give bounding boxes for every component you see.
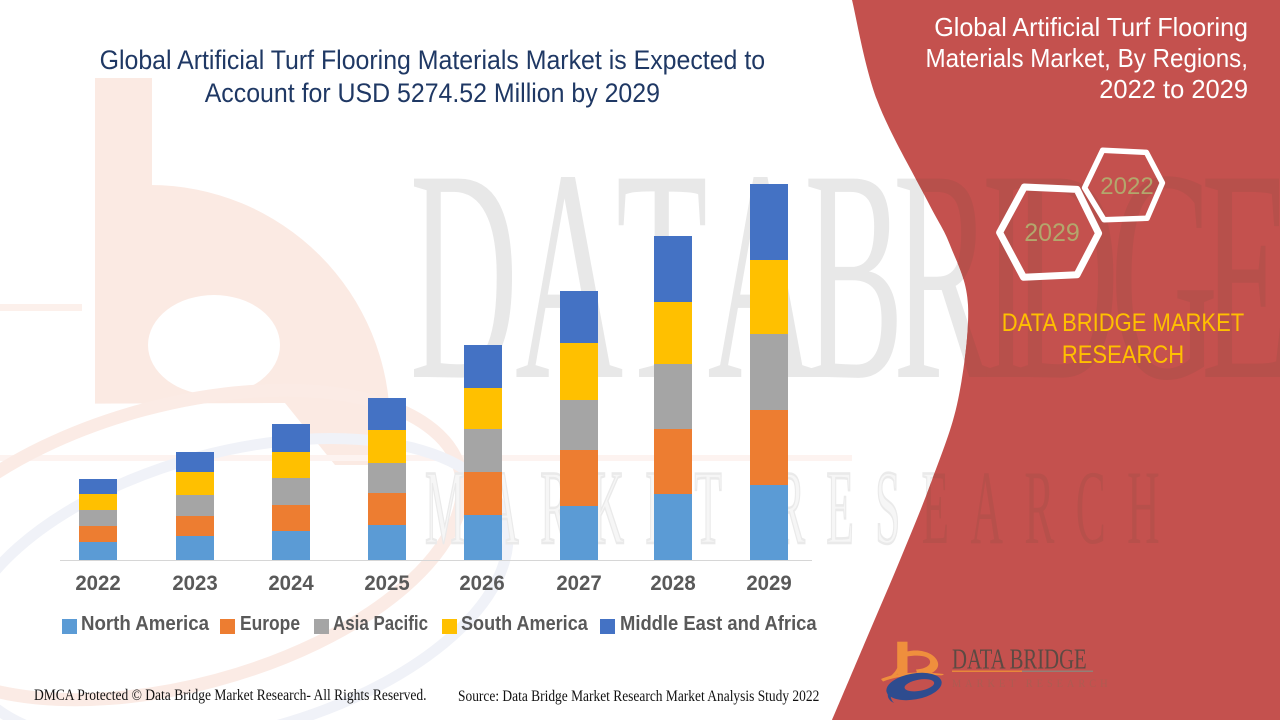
svg-text:DATA BRIDGE: DATA BRIDGE [952, 645, 1087, 676]
svg-text:2029: 2029 [1024, 219, 1080, 247]
svg-text:MARKET RESEARCH: MARKET RESEARCH [952, 678, 1112, 691]
svg-text:2022: 2022 [1100, 173, 1153, 200]
